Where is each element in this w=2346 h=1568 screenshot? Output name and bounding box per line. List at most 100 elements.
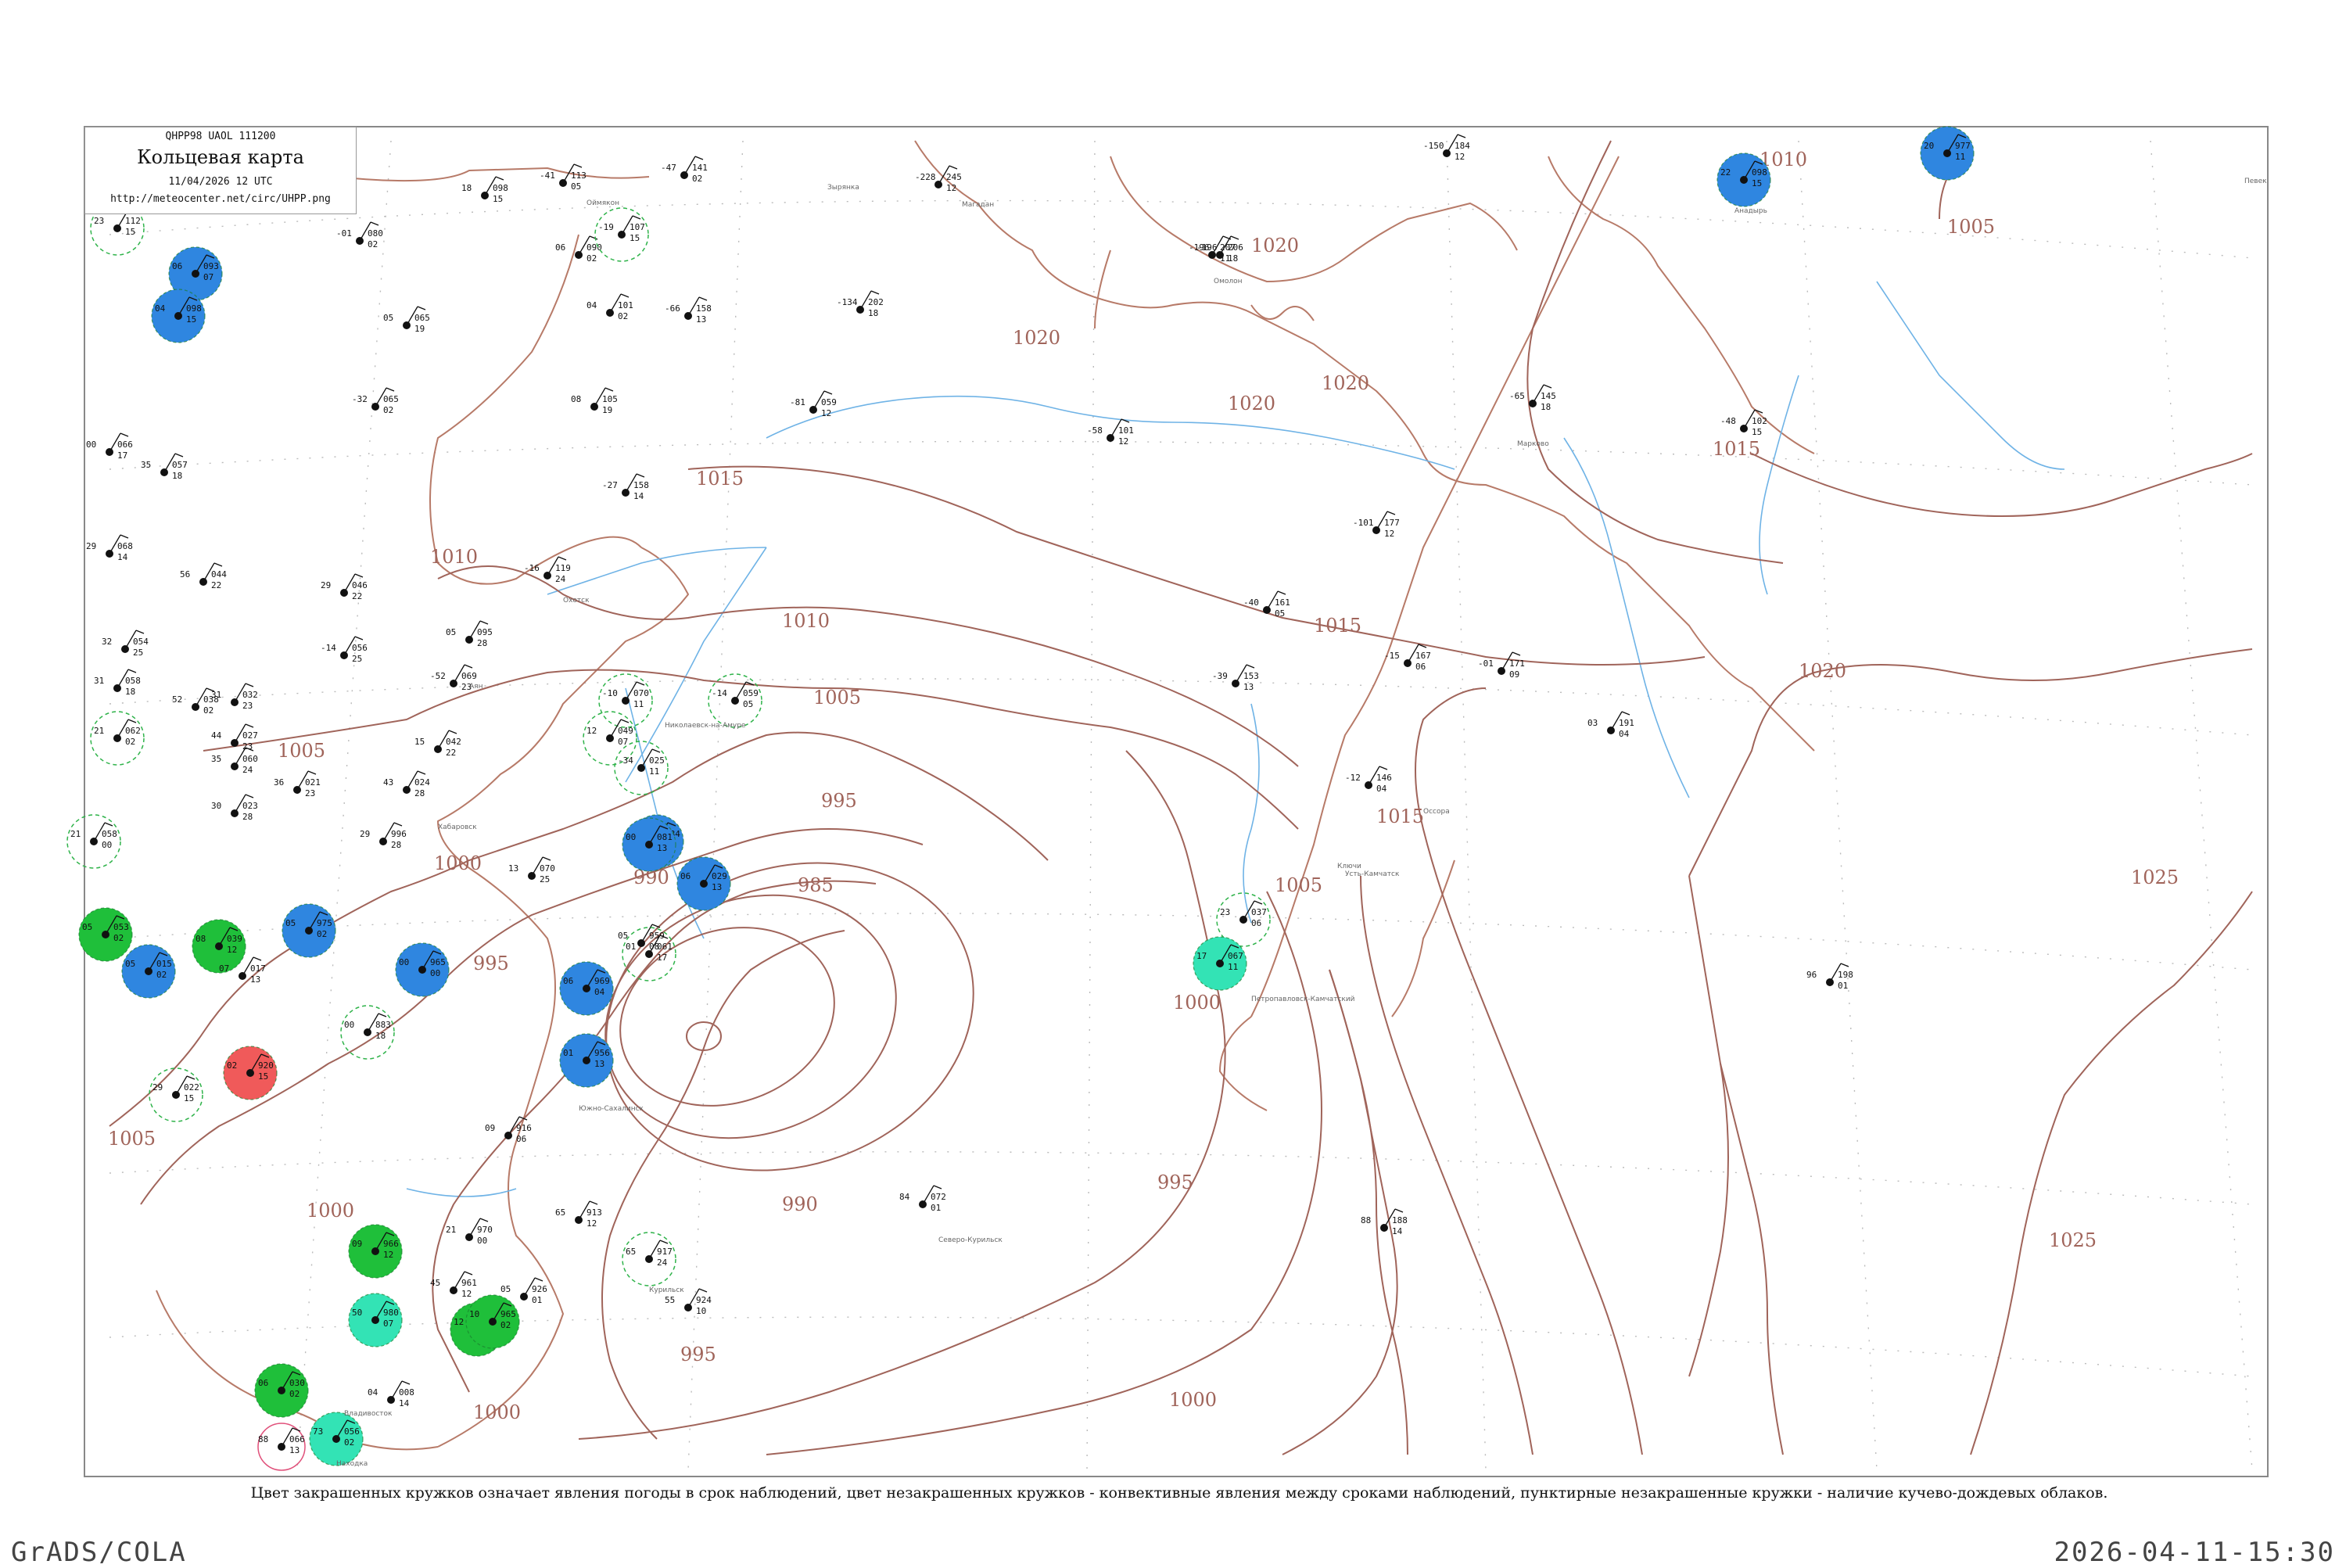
station-pressure: 056 — [352, 643, 368, 653]
station-plot[interactable]: 980 50 07 — [348, 1293, 403, 1347]
wind-barb-icon — [1243, 900, 1255, 920]
station-plot[interactable]: 060 35 24 — [211, 747, 258, 775]
source-url[interactable]: http://meteocenter.net/circ/UHPP.png — [110, 193, 331, 205]
station-plot[interactable]: 015 05 02 — [121, 944, 176, 999]
station-plot[interactable]: 042 15 22 — [414, 730, 461, 758]
station-plot[interactable]: 022 29 15 — [149, 1067, 203, 1122]
station-plot[interactable]: 068 29 14 — [86, 534, 133, 562]
station-tendency: 24 — [555, 574, 566, 584]
station-temperature: 35 — [211, 754, 221, 764]
station-plot[interactable]: 037 23 06 — [1216, 892, 1271, 947]
station-plot[interactable]: 057 35 18 — [141, 453, 188, 481]
station-plot[interactable]: 158 -66 13 — [665, 296, 712, 325]
station-plot[interactable]: 017 07 13 — [219, 956, 266, 985]
station-plot[interactable]: 913 65 12 — [555, 1200, 602, 1229]
station-plot[interactable]: 039 08 12 — [192, 919, 246, 974]
station-plot[interactable]: 101 -58 12 — [1087, 418, 1134, 447]
station-plot[interactable]: 969 06 04 — [559, 961, 614, 1016]
station-plot[interactable]: 970 21 00 — [446, 1218, 493, 1246]
station-plot[interactable]: 056 -14 25 — [321, 636, 368, 664]
station-plot[interactable]: 916 09 06 — [485, 1116, 532, 1144]
station-plot[interactable]: 053 05 02 — [78, 907, 133, 962]
station-plot[interactable]: 920 02 15 — [223, 1046, 278, 1100]
station-plot[interactable]: 146 -12 04 — [1345, 766, 1392, 794]
station-plot[interactable]: 926 05 01 — [500, 1277, 547, 1305]
station-plot[interactable]: 029 06 13 — [676, 856, 731, 911]
station-plot[interactable]: 090 06 02 — [555, 235, 602, 264]
station-plot[interactable]: 038 52 02 — [172, 687, 219, 716]
station-plot[interactable]: 054 32 25 — [102, 630, 149, 658]
station-plot[interactable]: 161 -40 05 — [1243, 590, 1290, 619]
station-plot[interactable]: 145 -65 18 — [1509, 384, 1556, 412]
station-plot[interactable]: 883 00 18 — [340, 1005, 395, 1060]
station-plot[interactable]: 171 -01 09 — [1478, 651, 1525, 680]
station-plot[interactable]: 996 29 28 — [360, 822, 407, 850]
station-plot[interactable]: 081 00 13 — [622, 817, 676, 872]
station-plot[interactable]: 056 73 02 — [309, 1412, 364, 1466]
station-plot[interactable]: 093 06 07 — [168, 246, 223, 301]
station-plot[interactable]: 070 13 25 — [508, 856, 555, 884]
station-plot[interactable]: 066 00 17 — [86, 432, 133, 461]
station-plot[interactable]: 924 55 10 — [665, 1288, 712, 1316]
station-plot[interactable]: 153 -39 13 — [1212, 664, 1259, 692]
station-plot[interactable]: 202 -134 18 — [837, 290, 884, 318]
station-plot[interactable]: 198 96 01 — [1806, 963, 1853, 991]
station-plot[interactable]: 112 23 15 — [90, 201, 145, 256]
station-plot[interactable]: 098 04 15 — [151, 289, 206, 343]
station-plot[interactable]: 062 21 02 — [90, 711, 145, 766]
station-plot[interactable]: 956 01 13 — [559, 1033, 614, 1088]
station-plot[interactable]: 021 36 23 — [274, 770, 321, 798]
station-plot[interactable]: 184 -150 12 — [1423, 134, 1470, 162]
station-plot[interactable]: 191 03 04 — [1587, 711, 1634, 739]
station-plot[interactable]: 965 10 02 — [465, 1294, 520, 1349]
station-plot[interactable]: 098 18 15 — [461, 176, 508, 204]
station-plot[interactable]: 058 21 00 — [66, 814, 121, 869]
station-plot[interactable]: 058 31 18 — [94, 669, 141, 697]
station-plot[interactable]: 206 -196 18 — [1196, 235, 1243, 264]
station-plot[interactable]: 024 43 28 — [383, 770, 430, 798]
station-plot[interactable]: 046 29 22 — [321, 573, 368, 601]
station-plot[interactable]: 098 22 15 — [1716, 152, 1771, 207]
station-plot[interactable]: 102 -48 15 — [1720, 409, 1767, 437]
station-plot[interactable]: 070 -10 11 — [598, 673, 653, 728]
station-plot[interactable]: 188 88 14 — [1361, 1208, 1408, 1236]
station-plot[interactable]: 177 -101 12 — [1353, 511, 1400, 539]
station-plot[interactable]: 101 04 02 — [586, 293, 633, 321]
station-plot[interactable]: 167 -15 06 — [1384, 644, 1431, 672]
station-plot[interactable]: 977 20 11 — [1920, 126, 1975, 181]
station-plot[interactable]: 141 -47 02 — [661, 156, 708, 184]
station-plot[interactable]: 065 -32 02 — [352, 387, 399, 415]
station-pressure: 044 — [211, 569, 227, 579]
station-plot[interactable]: 975 05 02 — [282, 903, 336, 958]
station-plot[interactable]: 061 01 17 — [622, 927, 676, 981]
station-plot[interactable]: 158 -27 14 — [602, 473, 649, 501]
station-plot[interactable]: 917 65 24 — [622, 1232, 676, 1286]
station-plot[interactable]: 095 05 28 — [446, 620, 493, 648]
station-plot[interactable]: 008 04 14 — [368, 1380, 414, 1408]
station-plot[interactable]: 023 30 28 — [211, 794, 258, 822]
station-plot[interactable]: 113 -41 05 — [540, 163, 586, 192]
station-plot[interactable]: 049 12 07 — [583, 711, 637, 766]
station-plot[interactable]: 044 56 22 — [180, 562, 227, 590]
station-plot[interactable]: 059 -81 12 — [790, 390, 837, 418]
station-plot[interactable]: 966 09 12 — [348, 1224, 403, 1279]
station-plot[interactable]: 245 -228 12 — [915, 165, 962, 193]
station-plot[interactable]: 105 08 19 — [571, 387, 618, 415]
station-plot[interactable]: 059 -14 05 — [708, 673, 762, 728]
station-plot[interactable]: 069 -52 23 — [430, 664, 477, 692]
station-plot[interactable]: 025 -34 11 — [614, 741, 669, 795]
station-plot[interactable]: 065 05 19 — [383, 306, 430, 334]
station-plot[interactable]: 066 88 13 — [257, 1423, 306, 1471]
station-plot[interactable]: 072 84 01 — [899, 1185, 946, 1213]
station-plot[interactable]: 961 45 12 — [430, 1271, 477, 1299]
station-plot[interactable]: 030 06 02 — [254, 1363, 309, 1418]
station-plot[interactable]: 119 -16 24 — [524, 556, 571, 584]
station-plot[interactable]: 107 -19 15 — [594, 207, 649, 262]
cb-ring — [622, 1232, 676, 1286]
station-plot[interactable]: 067 17 11 — [1193, 936, 1247, 991]
station-plot[interactable]: 080 -01 02 — [336, 221, 383, 249]
station-plot[interactable]: 032 31 23 — [211, 683, 258, 711]
